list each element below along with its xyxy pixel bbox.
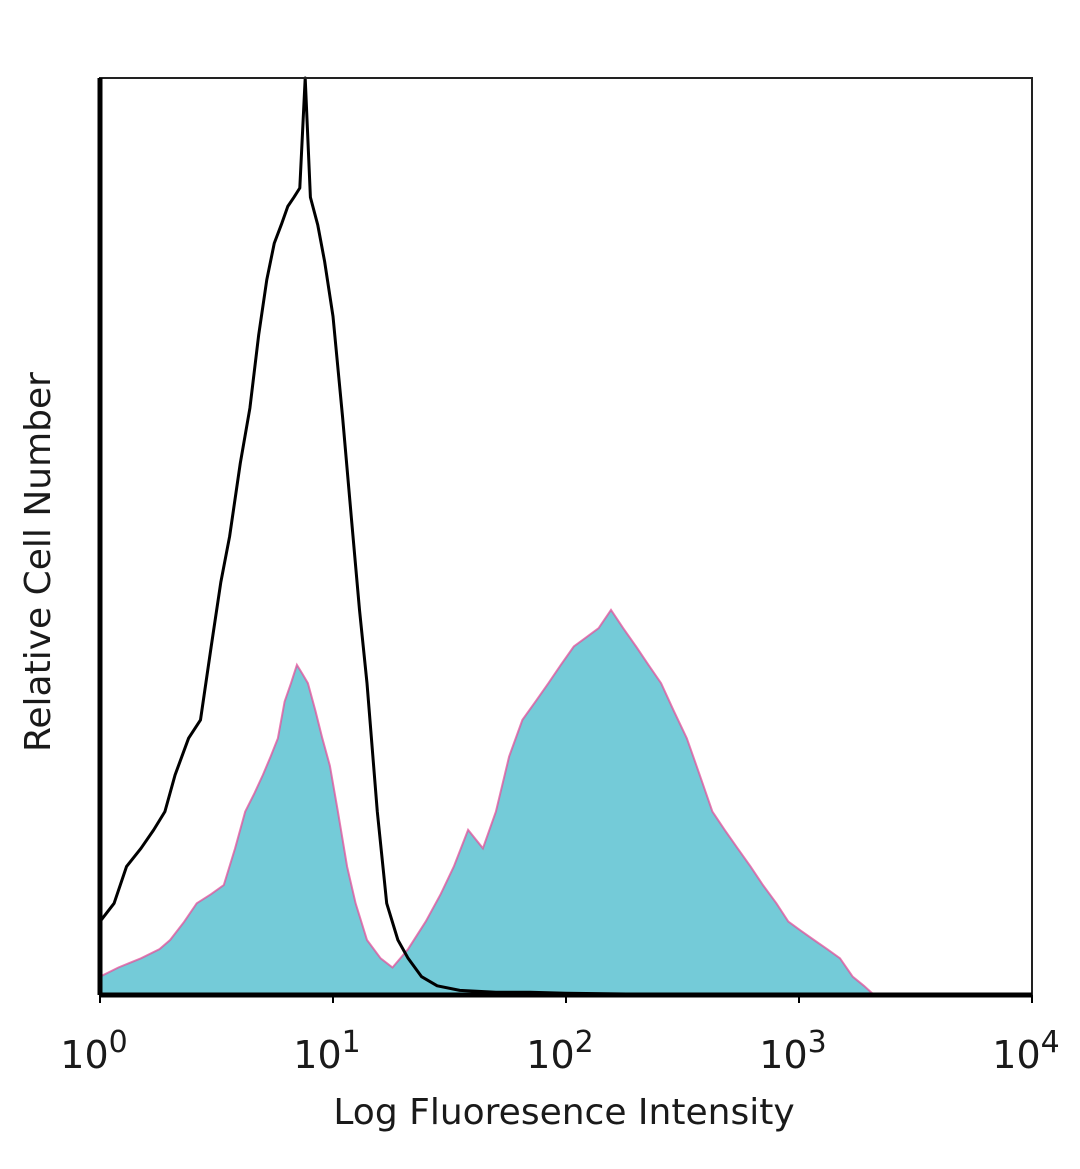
y-axis-label: Relative Cell Number xyxy=(18,372,59,752)
series-1-outline xyxy=(99,608,1032,996)
x-tick-label: 102 xyxy=(526,1025,593,1077)
x-tick-exponent: 4 xyxy=(1041,1025,1060,1060)
x-tick-label: 103 xyxy=(759,1025,826,1077)
x-tick-base: 10 xyxy=(992,1033,1040,1077)
x-tick-exponent: 2 xyxy=(575,1025,594,1060)
series-1-fill xyxy=(100,609,1032,995)
x-tick-base: 10 xyxy=(526,1033,574,1077)
x-tick-base: 10 xyxy=(60,1033,108,1077)
x-tick-label: 101 xyxy=(293,1025,360,1077)
x-tick-base: 10 xyxy=(759,1033,807,1077)
x-tick-exponent: 1 xyxy=(342,1025,361,1060)
series-0-line xyxy=(98,76,1032,997)
x-tick-exponent: 3 xyxy=(808,1025,827,1060)
x-axis-label: Log Fluoresence Intensity xyxy=(333,1092,794,1133)
x-tick-base: 10 xyxy=(293,1033,341,1077)
x-tick-label: 100 xyxy=(60,1025,127,1077)
x-tick-exponent: 0 xyxy=(109,1025,128,1060)
x-tick-label: 104 xyxy=(992,1025,1059,1077)
